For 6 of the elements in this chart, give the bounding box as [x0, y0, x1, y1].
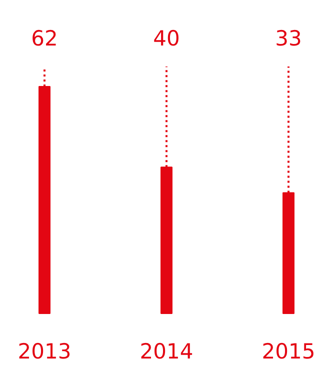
x-tick-label: 2015 — [262, 339, 316, 364]
x-tick-label: 2013 — [18, 339, 72, 364]
x-tick-label: 2014 — [140, 339, 194, 364]
data-label: 40 — [153, 26, 180, 50]
data-label: 33 — [275, 26, 302, 50]
data-label: 62 — [31, 26, 58, 50]
